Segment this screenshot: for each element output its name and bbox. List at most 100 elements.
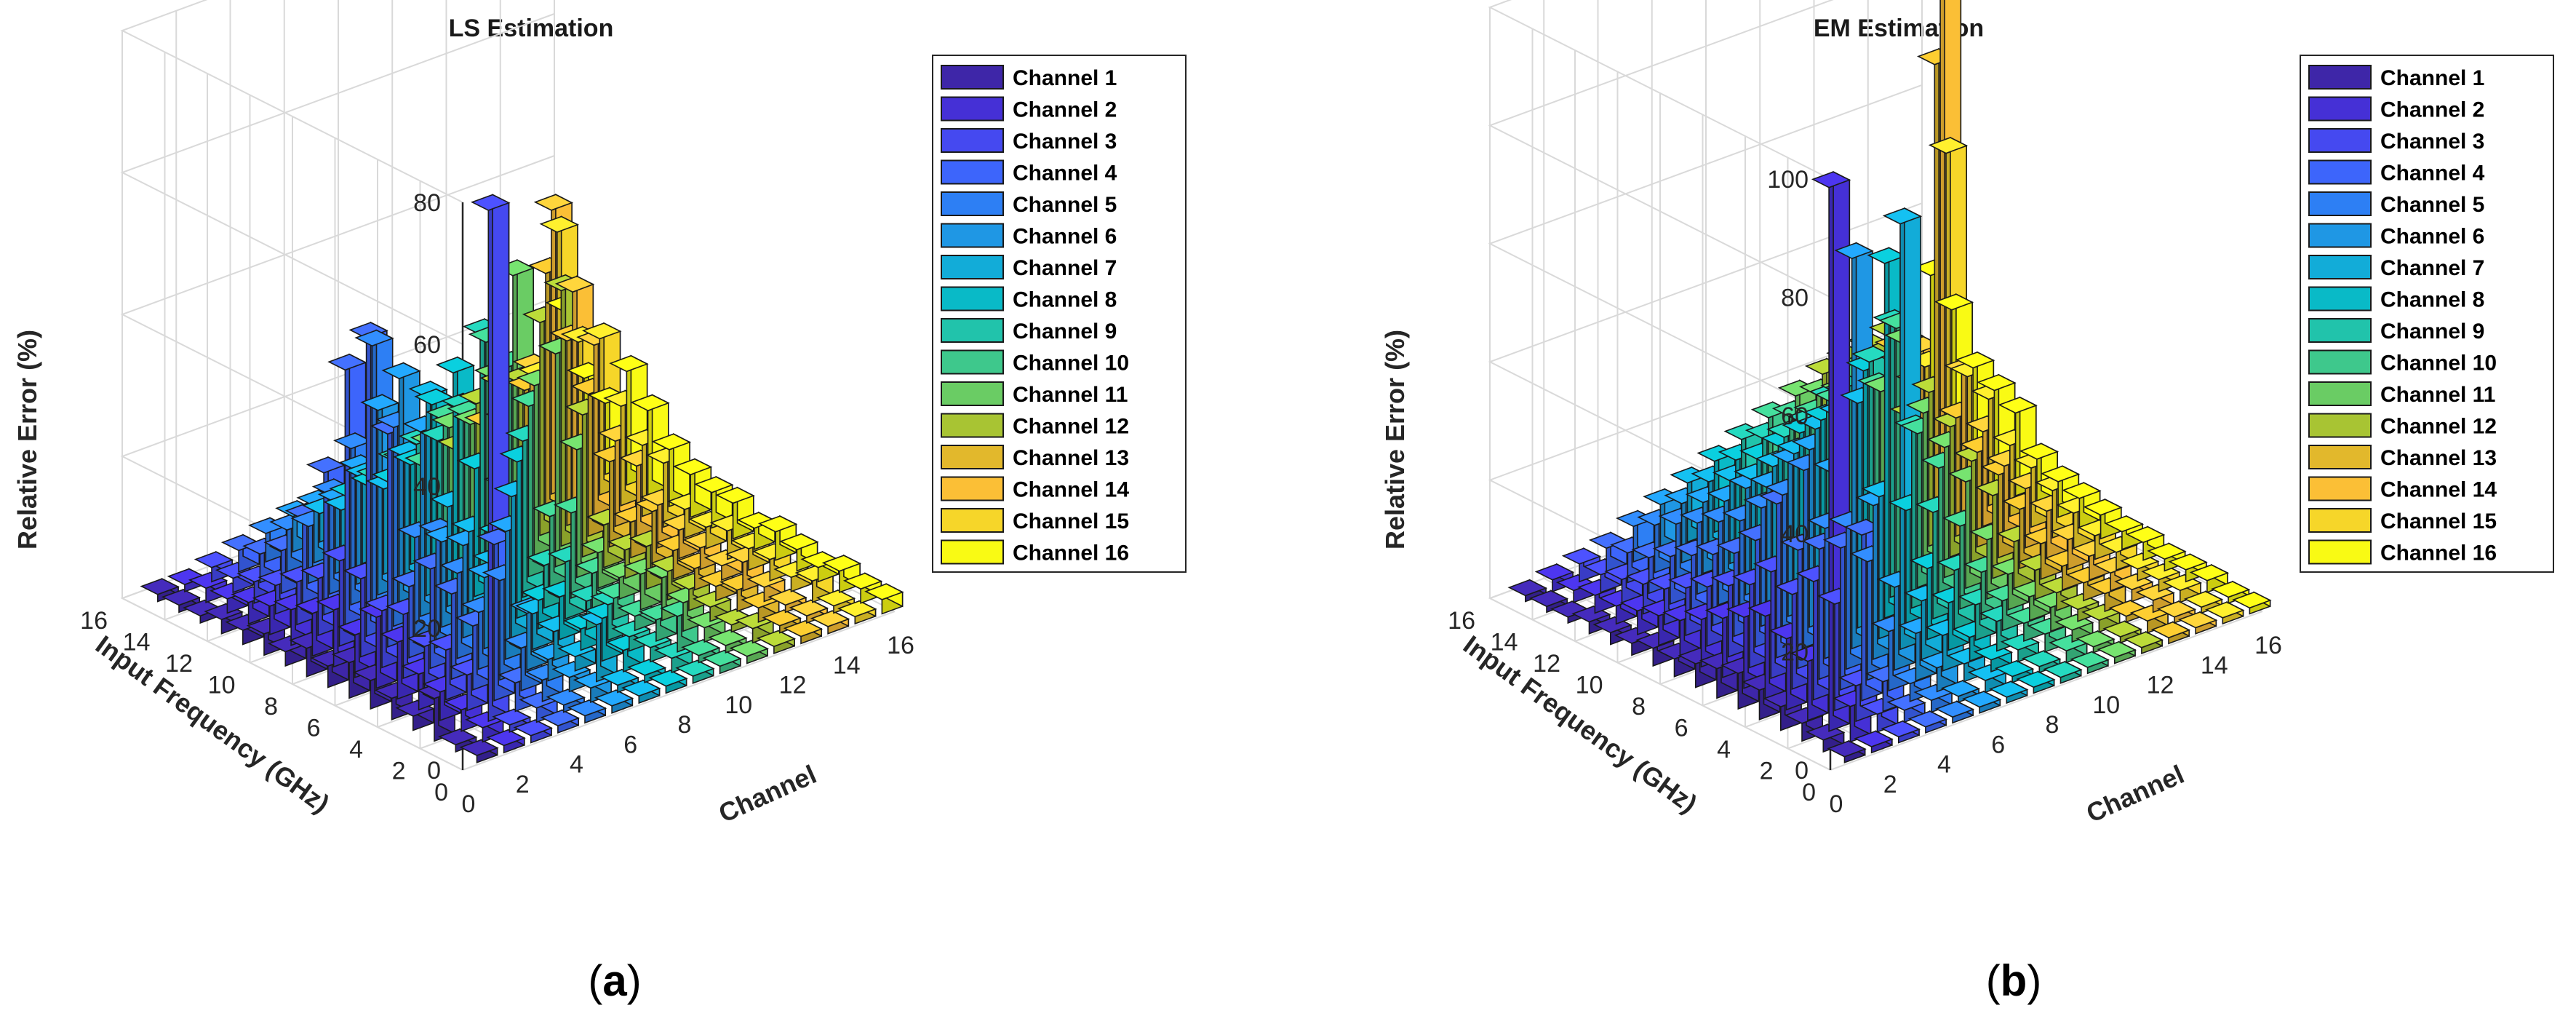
legend-item: Channel 4 (2308, 159, 2485, 186)
bar-channel-14-freq-1 (2177, 611, 2218, 635)
bar-channel-2-freq-1 (1854, 730, 1894, 754)
legend-swatch (941, 539, 1004, 565)
legend-label: Channel 6 (2380, 225, 2484, 249)
legend-item: Channel 16 (2308, 539, 2497, 565)
panel-label-letter: a (602, 956, 627, 1005)
bar-channel-8-freq-1 (2016, 670, 2056, 694)
legend-item: Channel 8 (941, 286, 1117, 312)
legend-label: Channel 3 (1013, 130, 1117, 154)
bar-channel-1-freq-16 (140, 577, 180, 603)
y-tick-label: 4 (349, 736, 363, 763)
bar-channel-6-freq-1 (594, 688, 634, 714)
legend-item: Channel 7 (941, 255, 1117, 280)
bar-channel-14-freq-3 (767, 588, 808, 614)
legend-item: Channel 14 (941, 476, 1129, 502)
z-tick-label: 40 (413, 473, 441, 501)
panel-label: (a) (588, 956, 641, 1005)
bar-channel-3-freq-1 (1881, 720, 1921, 744)
x-tick-labels: 0 2 4 6 8 10 12 14 16 (462, 632, 914, 818)
bar-channel-3-freq-2 (492, 708, 532, 733)
x-tick-label: 4 (1937, 751, 1951, 779)
legend-label: Channel 15 (2380, 509, 2497, 533)
legend-item: Channel 10 (941, 349, 1129, 376)
z-tick-labels: 0 20 40 60 80 (413, 189, 441, 785)
legend-swatch (941, 476, 1004, 501)
legend-item: Channel 1 (941, 65, 1117, 90)
bar-channel-14-freq-2 (789, 599, 829, 624)
z-tick-labels: 0 20 40 60 80 100 (1767, 166, 1809, 785)
panel-label-open: ( (588, 956, 602, 1005)
legend-item: Channel 9 (2308, 318, 2484, 344)
legend-label: Channel 16 (1013, 541, 1129, 565)
bar-channel-1-freq-1 (459, 739, 499, 763)
y-tick-label: 16 (80, 607, 108, 635)
legend-swatch (2308, 128, 2372, 153)
bar-channel-11-freq-1 (729, 639, 770, 664)
legend-swatch (2308, 223, 2372, 248)
legend-swatch (2308, 255, 2372, 279)
legend-item: Channel 15 (941, 508, 1129, 533)
panel-label-close: ) (2027, 956, 2041, 1005)
z-tick-label: 40 (1781, 520, 1809, 548)
legend-swatch (941, 349, 1004, 375)
z-tick-label: 80 (1781, 284, 1809, 311)
z-tick-label: 0 (427, 757, 441, 785)
legend-label: Channel 14 (2380, 478, 2497, 502)
legend-swatch (2308, 286, 2372, 311)
z-axis-label: Relative Error (%) (12, 330, 42, 549)
legend-swatch (2308, 476, 2372, 501)
x-tick-label: 16 (887, 632, 914, 659)
legend-label: Channel 16 (2380, 541, 2497, 565)
x-axis-label: Channel (714, 759, 821, 828)
bar-channel-5-freq-2 (546, 688, 586, 713)
legend-swatch (2308, 445, 2372, 469)
x-tick-label: 14 (833, 651, 861, 679)
legend-label: Channel 12 (2380, 415, 2497, 439)
legend-label: Channel 15 (1013, 509, 1129, 533)
bar-channel-7-freq-1 (1988, 680, 2029, 705)
legend-item: Channel 1 (2308, 65, 2484, 90)
y-tick-label: 2 (1760, 758, 1774, 785)
legend-item: Channel 11 (2308, 381, 2495, 407)
legend-label: Channel 13 (1013, 446, 1129, 470)
legend-item: Channel 9 (941, 318, 1117, 344)
z-tick-label: 60 (413, 331, 441, 359)
legend-item: Channel 6 (2308, 223, 2484, 249)
bar-channel-16-freq-1 (2232, 591, 2272, 615)
legend-label: Channel 11 (1013, 383, 1128, 407)
legend-label: Channel 4 (2380, 162, 2485, 186)
x-tick-label: 8 (678, 711, 692, 739)
x-tick-label: 10 (2092, 691, 2120, 719)
legend-label: Channel 14 (1013, 478, 1129, 502)
x-tick-label: 6 (623, 731, 637, 758)
y-tick-label: 12 (1533, 650, 1560, 678)
legend: Channel 1 Channel 2 Channel 3 Channel 4 Chan… (2300, 55, 2554, 573)
legend-label: Channel 7 (1013, 256, 1117, 280)
bar-channel-16-freq-3 (2189, 563, 2230, 594)
legend-label: Channel 1 (2380, 66, 2484, 90)
legend-item: Channel 11 (941, 381, 1128, 407)
bar-channel-16-freq-1 (864, 582, 904, 615)
legend-swatch (2308, 508, 2372, 533)
z-tick-label: 20 (413, 615, 441, 643)
legend-swatch (941, 159, 1004, 185)
bar-channel-6-freq-1 (1961, 690, 2002, 714)
bar-channel-4-freq-1 (540, 709, 581, 734)
x-tick-label: 14 (2201, 651, 2228, 679)
chart-title: LS Estimation (449, 15, 614, 42)
bar-channel-9-freq-1 (675, 659, 715, 684)
legend-swatch (941, 413, 1004, 438)
z-axis-label: Relative Error (%) (1380, 330, 1410, 549)
legend-item: Channel 10 (2308, 349, 2497, 376)
x-tick-label: 16 (2254, 632, 2282, 659)
legend-label: Channel 8 (1013, 288, 1117, 312)
legend-swatch (2308, 65, 2372, 90)
y-tick-label: 6 (307, 715, 321, 742)
bar-channel-1-freq-1 (1827, 739, 1867, 763)
legend-label: Channel 8 (2380, 288, 2484, 312)
bar-channel-9-freq-1 (2043, 660, 2083, 684)
